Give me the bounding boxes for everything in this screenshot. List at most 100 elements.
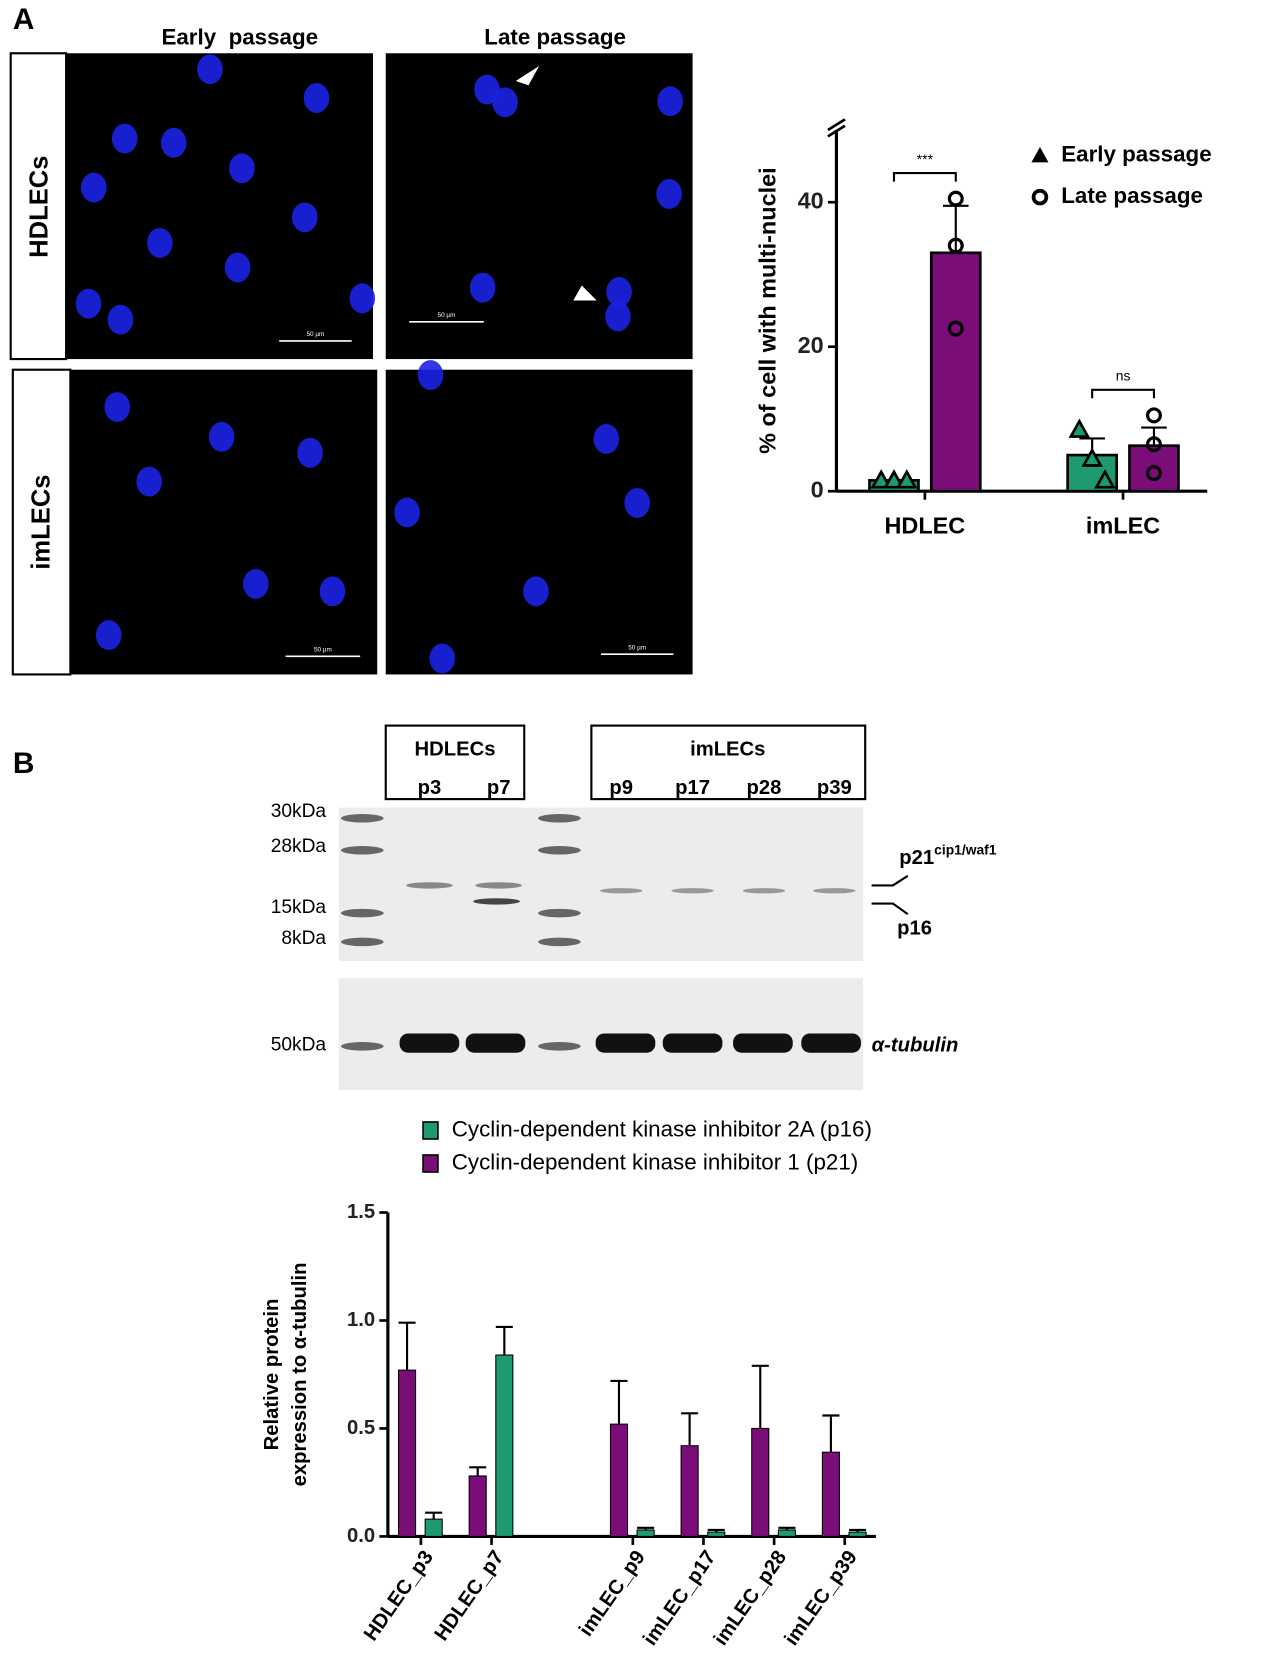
band-label-sup: cip1/waf1 bbox=[934, 841, 997, 857]
point bbox=[947, 237, 964, 254]
nucleus bbox=[224, 252, 251, 283]
bar bbox=[1128, 444, 1180, 493]
tubulin-band bbox=[399, 1033, 460, 1053]
x-tick-label: imLEC bbox=[1086, 513, 1160, 539]
y-axis-label: % of cell with multi-nuclei bbox=[755, 167, 781, 453]
group-box bbox=[590, 724, 867, 801]
x-tick-label: HDLEC_p3 bbox=[360, 1547, 438, 1645]
p21-band bbox=[475, 882, 523, 889]
row-label: imLECs bbox=[27, 474, 55, 569]
lane-label: p28 bbox=[747, 777, 782, 799]
nucleus bbox=[197, 54, 223, 85]
legend-label: Early passage bbox=[1061, 141, 1211, 166]
lane-label: p3 bbox=[418, 777, 442, 799]
bands bbox=[340, 814, 861, 1053]
ladder-band bbox=[340, 937, 384, 947]
legend-marker bbox=[1031, 188, 1049, 206]
y-tick-label: 0 bbox=[811, 476, 824, 502]
marker-label: 8kDa bbox=[281, 928, 326, 949]
error-bar bbox=[425, 1511, 443, 1520]
row-box bbox=[9, 52, 68, 361]
panel-label: A bbox=[13, 3, 35, 36]
axis-break bbox=[827, 118, 846, 138]
bar bbox=[777, 1529, 796, 1537]
ladder-band bbox=[538, 908, 581, 918]
y-tick-label: 1.5 bbox=[347, 1201, 375, 1223]
scale-label: 50 µm bbox=[314, 647, 332, 654]
nucleus bbox=[394, 497, 420, 528]
y-tick-label: 1.0 bbox=[347, 1309, 375, 1331]
marker-label: 50kDa bbox=[271, 1034, 327, 1055]
nucleus bbox=[319, 576, 346, 607]
micrograph bbox=[385, 369, 693, 675]
nucleus bbox=[81, 172, 107, 203]
ladder-band bbox=[340, 1042, 384, 1051]
ladder-band bbox=[340, 845, 384, 855]
lane-label: p9 bbox=[609, 777, 633, 799]
scale-label: 50 µm bbox=[438, 312, 456, 319]
bar bbox=[424, 1518, 443, 1537]
nucleus bbox=[605, 301, 631, 332]
legend-label: Cyclin-dependent kinase inhibitor 2A (p1… bbox=[452, 1116, 872, 1141]
band-arrows bbox=[871, 874, 909, 916]
nucleus bbox=[492, 87, 518, 118]
error-bar bbox=[942, 204, 969, 253]
row-label: HDLECs bbox=[25, 156, 53, 258]
error-bar bbox=[637, 1526, 655, 1530]
nucleus bbox=[624, 487, 650, 518]
bar bbox=[707, 1531, 726, 1537]
nucleus bbox=[349, 283, 376, 314]
error-bar bbox=[822, 1414, 840, 1453]
p21-band bbox=[742, 888, 786, 894]
marker-label: 28kDa bbox=[271, 836, 327, 857]
nucleus bbox=[160, 127, 187, 158]
bar bbox=[636, 1529, 655, 1537]
nucleus bbox=[147, 228, 173, 258]
nucleus bbox=[208, 421, 235, 452]
nucleus bbox=[242, 568, 269, 599]
error-bar bbox=[707, 1528, 725, 1533]
scale-label: 50 µm bbox=[628, 644, 646, 651]
nucleus bbox=[303, 83, 330, 113]
band-label: p16 bbox=[897, 917, 932, 939]
lane-label: p7 bbox=[487, 777, 511, 799]
nucleus bbox=[111, 123, 138, 154]
y-tick-label: 40 bbox=[798, 187, 824, 213]
ladder-band bbox=[340, 908, 384, 918]
nuclei bbox=[75, 54, 684, 674]
p21-band bbox=[671, 888, 714, 894]
y-tick-label: 0.0 bbox=[347, 1525, 375, 1547]
arrowhead bbox=[573, 285, 597, 301]
x-tick-label: imLEC_p39 bbox=[781, 1547, 862, 1650]
nucleus bbox=[469, 272, 496, 303]
y-tick-label: 0.5 bbox=[347, 1417, 375, 1439]
x-tick-label: HDLEC bbox=[885, 513, 966, 539]
nucleus bbox=[291, 202, 318, 233]
point bbox=[883, 469, 905, 489]
p16-band bbox=[473, 898, 520, 905]
point bbox=[1081, 447, 1103, 467]
column-label: Early passage bbox=[161, 24, 318, 49]
group-label: imLECs bbox=[690, 738, 765, 760]
point bbox=[947, 320, 964, 337]
bar bbox=[929, 251, 982, 493]
panel-label: B bbox=[13, 747, 35, 780]
nucleus bbox=[95, 620, 122, 650]
point bbox=[1145, 407, 1162, 424]
micrograph bbox=[385, 53, 693, 360]
legend-marker bbox=[422, 1121, 439, 1140]
point bbox=[1145, 465, 1162, 482]
bar bbox=[680, 1445, 699, 1537]
ladder-band bbox=[538, 814, 581, 823]
error-bar bbox=[849, 1528, 867, 1533]
nucleus bbox=[656, 179, 682, 209]
nucleus bbox=[593, 424, 620, 454]
legend-label: Late passage bbox=[1061, 183, 1203, 208]
point bbox=[1145, 436, 1162, 453]
band-label: p21cip1/waf1 bbox=[899, 841, 996, 869]
bracket bbox=[1091, 388, 1156, 399]
y-tick-label: 20 bbox=[798, 332, 824, 358]
nucleus bbox=[417, 360, 444, 390]
